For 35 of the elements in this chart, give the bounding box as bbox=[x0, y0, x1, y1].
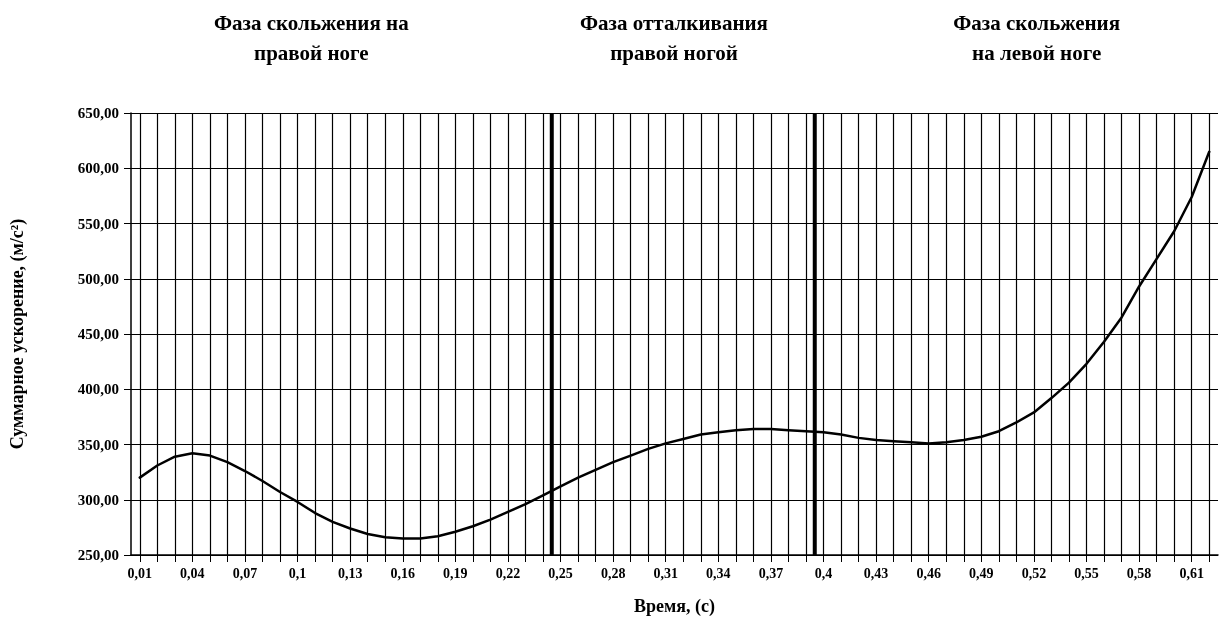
text: Фаза скольжения на левой ноге bbox=[953, 11, 1121, 65]
x-tick-label: 0,49 bbox=[969, 565, 994, 581]
x-tick-label: 0,34 bbox=[706, 565, 731, 581]
y-tick-label: 500,00 bbox=[77, 270, 119, 287]
text: Фаза скольжения на правой ноге bbox=[214, 11, 410, 65]
x-tick-label: 0,01 bbox=[127, 565, 153, 581]
x-axis-title: Время, (с) bbox=[634, 596, 715, 617]
x-tick-label: 0,61 bbox=[1179, 565, 1204, 581]
y-tick-label: 300,00 bbox=[77, 491, 119, 508]
y-tick-label: 400,00 bbox=[77, 381, 119, 398]
x-tick-label: 0,25 bbox=[548, 565, 573, 581]
text: Фаза отталкивания правой ногой bbox=[580, 11, 768, 65]
x-tick-label: 0,16 bbox=[390, 565, 415, 581]
x-tick-label: 0,43 bbox=[863, 565, 889, 581]
x-tick-label: 0,13 bbox=[337, 565, 363, 581]
x-tick-label: 0,58 bbox=[1126, 565, 1152, 581]
x-tick-label: 0,4 bbox=[814, 565, 833, 581]
x-tick-label: 0,28 bbox=[600, 565, 626, 581]
x-tick-label: 0,37 bbox=[758, 565, 784, 581]
x-tick-label: 0,04 bbox=[180, 565, 205, 581]
x-tick-label: 0,31 bbox=[653, 565, 678, 581]
x-tick-label: 0,1 bbox=[288, 565, 307, 581]
x-tick-label: 0,19 bbox=[443, 565, 468, 581]
y-tick-label: 650,00 bbox=[77, 105, 119, 121]
y-axis-title: Суммарное ускорение, (м/с²) bbox=[7, 218, 28, 450]
y-tick-label: 250,00 bbox=[77, 547, 119, 563]
y-tick-label: 600,00 bbox=[77, 160, 119, 177]
y-tick-label: 450,00 bbox=[77, 326, 119, 342]
x-tick-label: 0,22 bbox=[495, 565, 521, 581]
x-tick-label: 0,55 bbox=[1074, 565, 1099, 581]
x-tick-label: 0,52 bbox=[1021, 565, 1047, 581]
y-tick-label: 350,00 bbox=[77, 436, 119, 453]
y-tick-label: 550,00 bbox=[77, 215, 119, 232]
x-tick-label: 0,07 bbox=[232, 565, 258, 581]
x-tick-label: 0,46 bbox=[916, 565, 941, 581]
